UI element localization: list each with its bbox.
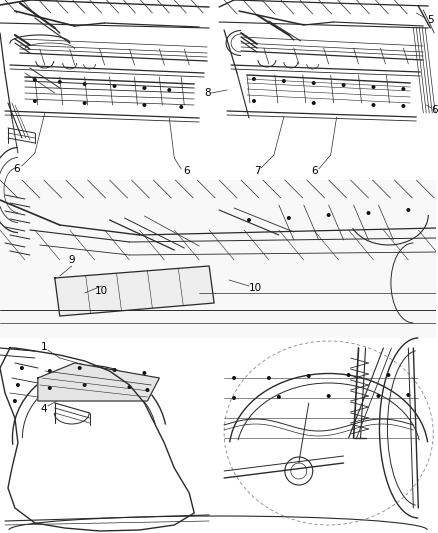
Circle shape [252,99,256,103]
Circle shape [16,383,20,387]
Circle shape [307,374,311,378]
Circle shape [277,395,281,399]
Bar [0,180,436,338]
Circle shape [247,218,251,222]
Circle shape [252,77,256,81]
Circle shape [127,297,132,303]
Circle shape [406,393,410,397]
Circle shape [371,103,375,107]
Circle shape [157,276,162,280]
Circle shape [58,80,62,84]
Circle shape [282,79,286,83]
Circle shape [33,99,37,103]
Circle shape [406,208,410,212]
Polygon shape [38,363,159,401]
Circle shape [401,87,405,91]
Circle shape [78,366,81,370]
Circle shape [83,383,87,387]
Circle shape [367,211,371,215]
Text: 6: 6 [14,164,20,174]
Circle shape [232,376,236,380]
Text: 5: 5 [427,15,434,25]
Text: 6: 6 [183,166,190,176]
Circle shape [142,371,146,375]
Circle shape [127,385,131,389]
Circle shape [48,386,52,390]
Circle shape [327,394,331,398]
Circle shape [83,82,87,86]
Circle shape [401,104,405,108]
Circle shape [386,373,390,377]
Text: 10: 10 [248,283,261,293]
Circle shape [127,279,132,284]
Text: 7: 7 [254,166,260,176]
Polygon shape [55,266,214,316]
Text: 8: 8 [204,88,211,98]
Circle shape [67,284,72,288]
Text: 4: 4 [40,404,47,414]
Circle shape [167,88,171,92]
Circle shape [187,272,192,278]
Circle shape [67,301,72,305]
Circle shape [342,83,346,87]
Circle shape [97,280,102,286]
Circle shape [312,101,316,105]
Circle shape [142,103,146,107]
Circle shape [48,369,52,373]
Text: 9: 9 [68,255,75,265]
Circle shape [232,396,236,400]
Circle shape [327,213,331,217]
Circle shape [312,81,316,85]
Circle shape [377,394,381,398]
Circle shape [287,216,291,220]
Circle shape [20,366,24,370]
Circle shape [33,78,37,82]
Circle shape [113,368,117,372]
Circle shape [83,101,87,105]
Circle shape [13,399,17,403]
Circle shape [187,294,192,298]
Text: 6: 6 [431,105,438,115]
Text: 6: 6 [311,166,318,176]
Text: 10: 10 [95,286,108,296]
Circle shape [145,388,149,392]
Circle shape [346,373,350,377]
Text: 1: 1 [40,342,47,352]
Circle shape [371,85,375,89]
Circle shape [113,84,117,88]
Circle shape [179,105,183,109]
Circle shape [142,86,146,90]
Circle shape [267,376,271,380]
